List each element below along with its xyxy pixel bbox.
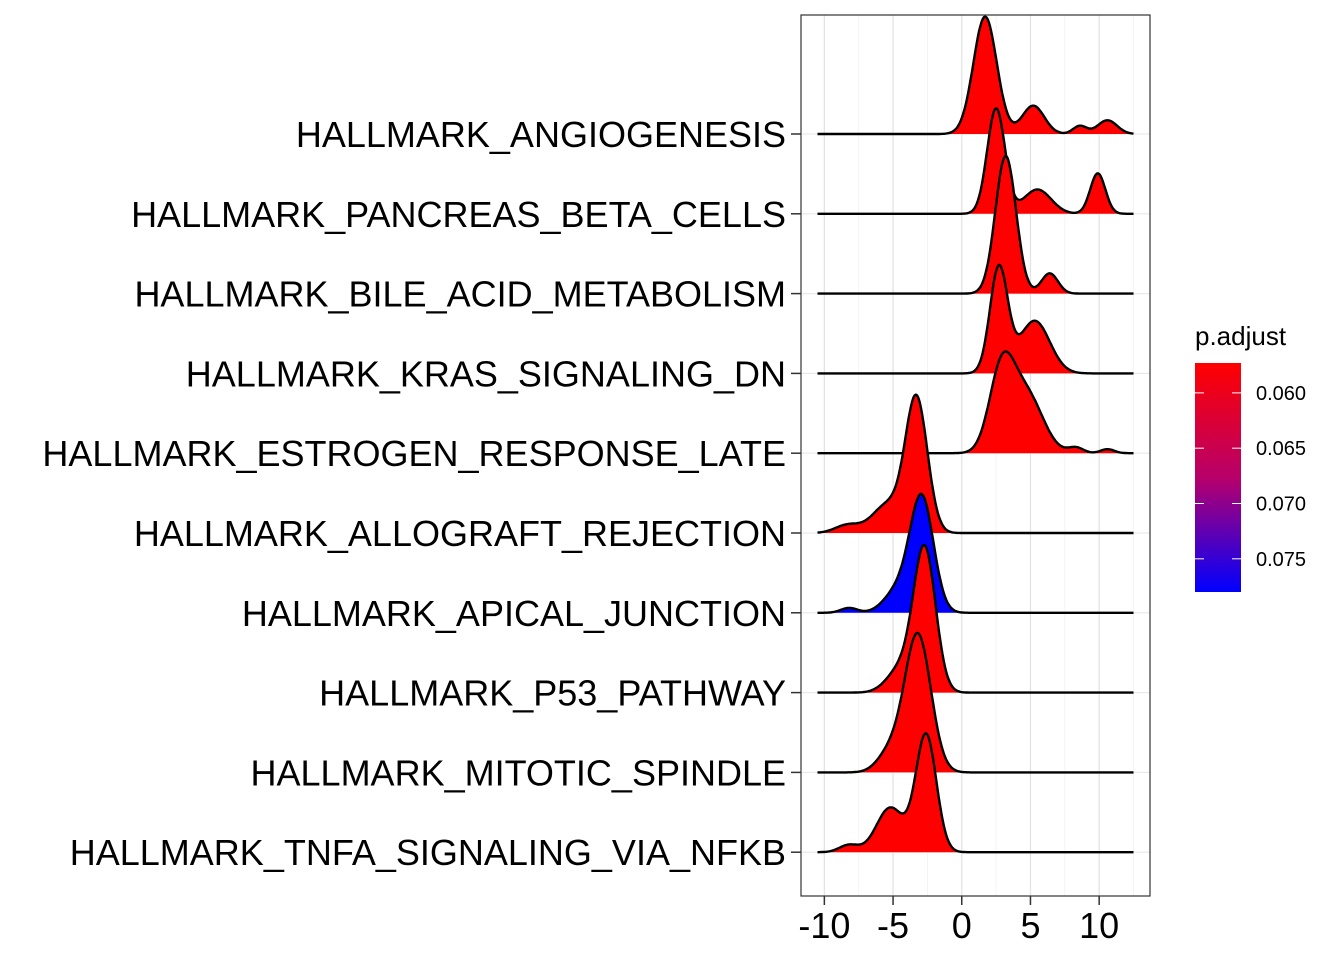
ridge-hallmark-estrogen-response-late [817,350,1134,455]
panel-border [800,14,1151,897]
y-tick-label: HALLMARK_P53_PATHWAY [319,673,786,714]
ridge-area [822,394,950,533]
ridge-outline [817,492,1134,614]
ridge-outline [817,543,1134,694]
x-tick-label: -5 [877,905,909,946]
ridge-area [860,632,959,773]
legend-tick-label: 0.060 [1256,383,1306,405]
ridge-area [950,16,1129,135]
ridge-outline [817,107,1134,215]
y-tick-label: HALLMARK_TNFA_SIGNALING_VIA_NFKB [70,832,786,873]
ridge-area [867,545,959,693]
y-tick-label: HALLMARK_APICAL_JUNCTION [242,593,786,634]
ridge-outline [817,154,1134,295]
y-tick-label: HALLMARK_ESTROGEN_RESPONSE_LATE [42,433,786,474]
ridge-hallmark-mitotic-spindle [817,631,1134,774]
y-axis: HALLMARK_ANGIOGENESIS HALLMARK_PANCREAS_B… [42,114,801,873]
x-tick-label: -10 [798,905,850,946]
grid [801,15,1150,896]
y-tick-label: HALLMARK_ALLOGRAFT_REJECTION [134,513,786,554]
ridge-area [830,733,958,853]
legend: p.adjust 0.060 0.065 0.070 0.075 [1195,321,1306,592]
ridge-hallmark-apical-junction [817,492,1134,614]
ridge-hallmark-tnfa-signaling-via-nfkb [817,732,1134,854]
legend-colorbar [1195,363,1241,592]
ridge-area [971,265,1077,374]
legend-tick-label: 0.065 [1256,438,1306,460]
ridge-hallmark-bile-acid-metabolism [817,154,1134,295]
ridges [817,15,1134,854]
ridge-outline [817,350,1134,455]
legend-tick-label: 0.075 [1256,549,1306,571]
y-tick-label: HALLMARK_BILE_ACID_METABOLISM [134,274,786,315]
y-tick-label: HALLMARK_PANCREAS_BETA_CELLS [131,194,786,235]
ridge-hallmark-allograft-rejection [817,393,1134,535]
x-tick-label: 10 [1079,905,1119,946]
ridge-hallmark-p53-pathway [817,543,1134,694]
x-axis: -10 -5 0 5 10 [798,896,1119,946]
x-tick-label: 5 [1020,905,1040,946]
ridge-outline [817,15,1134,136]
ridge-outline [817,631,1134,774]
legend-tick-label: 0.070 [1256,493,1306,515]
legend-title: p.adjust [1195,321,1287,351]
y-tick-label: HALLMARK_KRAS_SIGNALING_DN [186,353,786,394]
ridge-hallmark-kras-signaling-dn [817,263,1134,375]
ridge-hallmark-angiogenesis [817,15,1134,136]
y-tick-label: HALLMARK_ANGIOGENESIS [296,114,786,155]
ridge-outline [817,263,1134,375]
ridge-outline [817,393,1134,535]
x-tick-label: 0 [952,905,972,946]
y-tick-label: HALLMARK_MITOTIC_SPINDLE [251,752,786,793]
ridge-outline [817,732,1134,854]
ridge-area [965,351,1119,454]
